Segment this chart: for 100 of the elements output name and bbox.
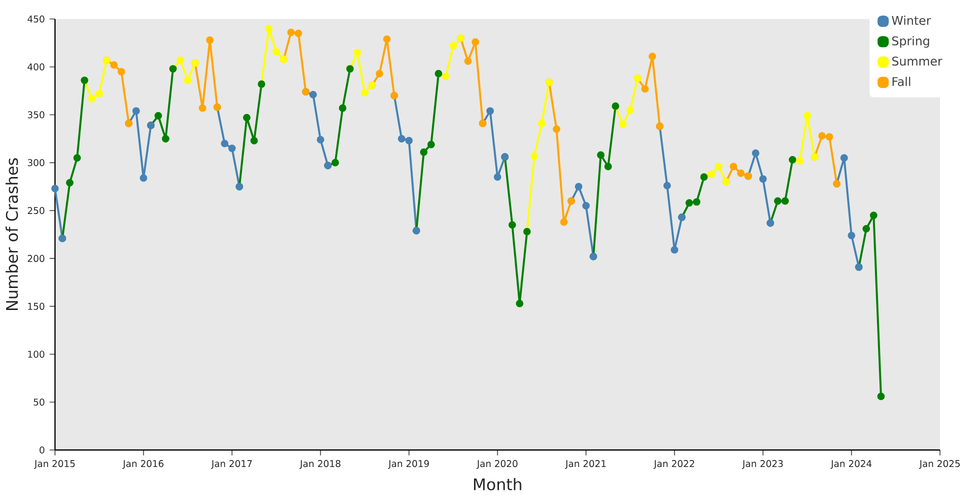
y-tick-label: 150: [28, 302, 44, 310]
point: [287, 28, 295, 36]
legend-label: Spring: [892, 36, 930, 48]
point: [220, 140, 228, 148]
legend-label: Winter: [892, 16, 932, 25]
y-axis-title: Number of Crashes: [6, 158, 18, 310]
point: [708, 170, 716, 178]
point: [250, 136, 258, 144]
point: [818, 132, 826, 140]
x-tick-label: Jan 2019: [388, 460, 429, 469]
y-tick-label: 250: [28, 207, 44, 214]
point: [309, 90, 317, 98]
point: [862, 225, 870, 232]
point: [354, 48, 362, 56]
point: [619, 120, 627, 128]
y-tick-label: 100: [28, 350, 44, 358]
point: [184, 76, 192, 84]
y-tick-label: 350: [28, 111, 44, 118]
point: [162, 134, 170, 142]
point: [626, 106, 634, 114]
point: [538, 120, 546, 128]
x-tick-label: Jan 2017: [210, 460, 252, 469]
point: [641, 85, 649, 93]
point: [494, 173, 502, 181]
point: [450, 42, 457, 50]
point: [574, 182, 582, 190]
point: [198, 104, 206, 112]
point: [66, 179, 74, 187]
y-tick-label: 450: [28, 15, 44, 23]
point: [516, 300, 524, 308]
point: [383, 35, 391, 43]
point: [272, 48, 280, 56]
y-tick-label: 200: [28, 254, 44, 262]
point: [472, 38, 480, 46]
point: [530, 152, 538, 160]
point: [686, 199, 693, 207]
point: [376, 70, 384, 78]
legend-label: Fall: [892, 76, 910, 86]
point: [361, 89, 368, 96]
point: [848, 232, 856, 240]
point: [508, 221, 516, 229]
point: [265, 24, 273, 32]
x-tick-label: Jan 2023: [742, 460, 783, 469]
point: [560, 218, 568, 226]
point: [332, 158, 339, 166]
point: [781, 197, 789, 205]
point: [737, 169, 745, 177]
y-tick-label: 0: [40, 446, 44, 454]
y-tick-label: 400: [28, 63, 44, 70]
point: [154, 112, 162, 120]
point: [604, 162, 612, 170]
x-tick-label: Jan 2018: [299, 460, 340, 469]
point: [176, 56, 184, 64]
x-tick-label: Jan 2020: [476, 460, 518, 469]
x-tick-label: Jan 2021: [564, 460, 606, 469]
legend-label: Summer: [892, 56, 942, 66]
point: [228, 144, 236, 152]
y-tick-label: 50: [34, 398, 44, 406]
point: [752, 149, 760, 157]
x-tick-label: Jan 2022: [653, 460, 694, 469]
point: [140, 174, 148, 182]
point: [294, 30, 302, 38]
point: [73, 154, 81, 162]
point: [870, 212, 878, 220]
point: [442, 72, 450, 80]
point: [464, 57, 472, 65]
point: [110, 61, 118, 69]
point: [316, 136, 324, 144]
point: [730, 162, 738, 170]
point: [486, 107, 494, 115]
point: [338, 104, 346, 112]
point: [118, 68, 126, 76]
point: [582, 202, 590, 210]
x-axis-title: Month: [474, 478, 522, 490]
point: [840, 154, 848, 162]
point: [132, 107, 140, 115]
point: [88, 94, 96, 102]
point: [427, 140, 435, 148]
point: [552, 125, 560, 133]
x-tick-label: Jan 2015: [34, 460, 75, 469]
point: [206, 36, 214, 44]
point: [774, 197, 782, 205]
point: [715, 162, 722, 170]
point: [243, 114, 250, 122]
point: [804, 112, 811, 120]
point: [796, 157, 804, 164]
x-tick-label: Jan 2016: [122, 460, 164, 469]
y-tick-label: 300: [28, 159, 44, 166]
point: [670, 246, 678, 254]
point: [405, 136, 413, 144]
point: [398, 134, 406, 142]
point: [692, 198, 700, 206]
point: [877, 392, 885, 400]
point: [597, 151, 604, 159]
point: [759, 175, 767, 183]
point: [648, 52, 656, 60]
point: [663, 182, 671, 190]
x-tick-label: Jan 2024: [830, 460, 872, 469]
point: [826, 133, 834, 141]
x-tick-label: Jan 2025: [918, 460, 960, 469]
